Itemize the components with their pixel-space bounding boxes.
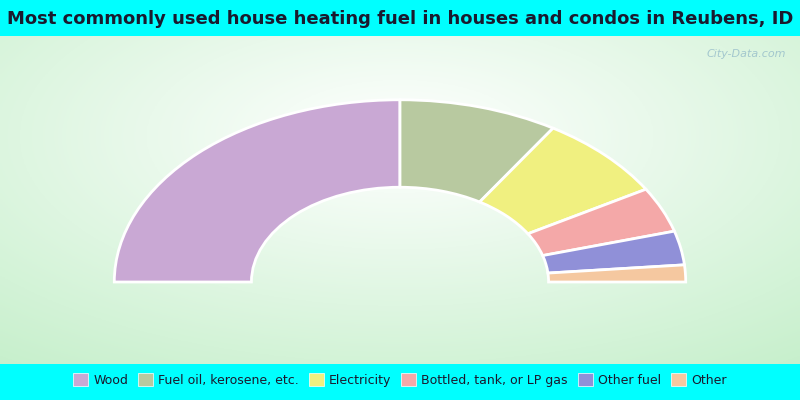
Legend: Wood, Fuel oil, kerosene, etc., Electricity, Bottled, tank, or LP gas, Other fue: Wood, Fuel oil, kerosene, etc., Electric… [70, 370, 730, 390]
Text: City-Data.com: City-Data.com [706, 49, 786, 59]
Wedge shape [400, 100, 553, 202]
Wedge shape [528, 189, 674, 256]
Wedge shape [548, 265, 686, 282]
Wedge shape [114, 100, 400, 282]
Wedge shape [542, 231, 685, 273]
Text: Most commonly used house heating fuel in houses and condos in Reubens, ID: Most commonly used house heating fuel in… [7, 10, 793, 28]
Wedge shape [480, 128, 646, 234]
